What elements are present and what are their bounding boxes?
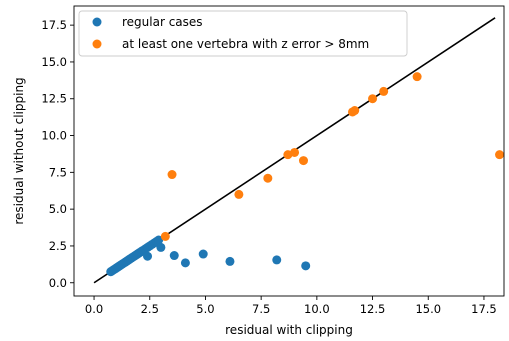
- z-error-case-point: [379, 86, 389, 96]
- z-error-case-point: [412, 72, 422, 82]
- regular-case-point: [301, 261, 311, 271]
- y-axis-label: residual without clipping: [12, 77, 26, 224]
- regular-case-point: [156, 242, 166, 252]
- y-tick-label: 10.0: [41, 129, 67, 143]
- x-tick-label: 12.5: [360, 302, 386, 316]
- y-tick-label: 0.0: [49, 276, 67, 290]
- legend-label-z-error: at least one vertebra with z error > 8mm: [122, 37, 369, 51]
- x-tick-label: 7.5: [252, 302, 270, 316]
- z-error-case-point: [263, 173, 273, 183]
- regular-case-point: [169, 251, 179, 261]
- legend: regular cases at least one vertebra with…: [78, 10, 408, 57]
- z-error-case-point: [234, 189, 244, 199]
- regular-case-point: [143, 251, 153, 261]
- z-error-case-point: [350, 106, 360, 116]
- z-error-case-point: [160, 231, 170, 241]
- z-error-case-point: [495, 150, 505, 160]
- x-tick-label: 5.0: [196, 302, 214, 316]
- y-tick-label: 12.5: [41, 92, 67, 106]
- legend-label-regular-cases: regular cases: [122, 15, 203, 29]
- y-tick-label: 2.5: [49, 239, 67, 253]
- regular-case-point: [198, 249, 208, 259]
- x-tick-label: 0.0: [85, 302, 103, 316]
- legend-box: [78, 10, 408, 57]
- y-axis-ticks: 0.0 2.5 5.0 7.5 10.0 12.5 15.0 17.5: [41, 18, 74, 290]
- z-error-case-point: [167, 170, 177, 180]
- y-tick-label: 17.5: [41, 18, 67, 32]
- z-error-case-point: [298, 156, 308, 166]
- x-axis-label: residual with clipping: [225, 323, 353, 337]
- x-tick-label: 17.5: [471, 302, 497, 316]
- data-points-group: [106, 72, 505, 277]
- regular-case-point: [272, 255, 282, 265]
- x-tick-label: 15.0: [415, 302, 441, 316]
- regular-case-point: [154, 235, 164, 245]
- regular-case-point: [225, 256, 235, 266]
- z-error-case-point: [368, 94, 378, 104]
- y-tick-label: 15.0: [41, 55, 67, 69]
- x-tick-label: 2.5: [141, 302, 159, 316]
- regular-case-point: [180, 258, 190, 268]
- x-axis-ticks: 0.0 2.5 5.0 7.5 10.0 12.5 15.0 17.5: [85, 296, 497, 316]
- z-error-case-point: [290, 147, 300, 157]
- legend-marker-z-error: [92, 39, 102, 49]
- y-tick-label: 5.0: [49, 202, 67, 216]
- legend-marker-regular-cases: [92, 17, 102, 27]
- x-tick-label: 10.0: [304, 302, 330, 316]
- y-tick-label: 7.5: [49, 165, 67, 179]
- plot-frame: [73, 5, 505, 297]
